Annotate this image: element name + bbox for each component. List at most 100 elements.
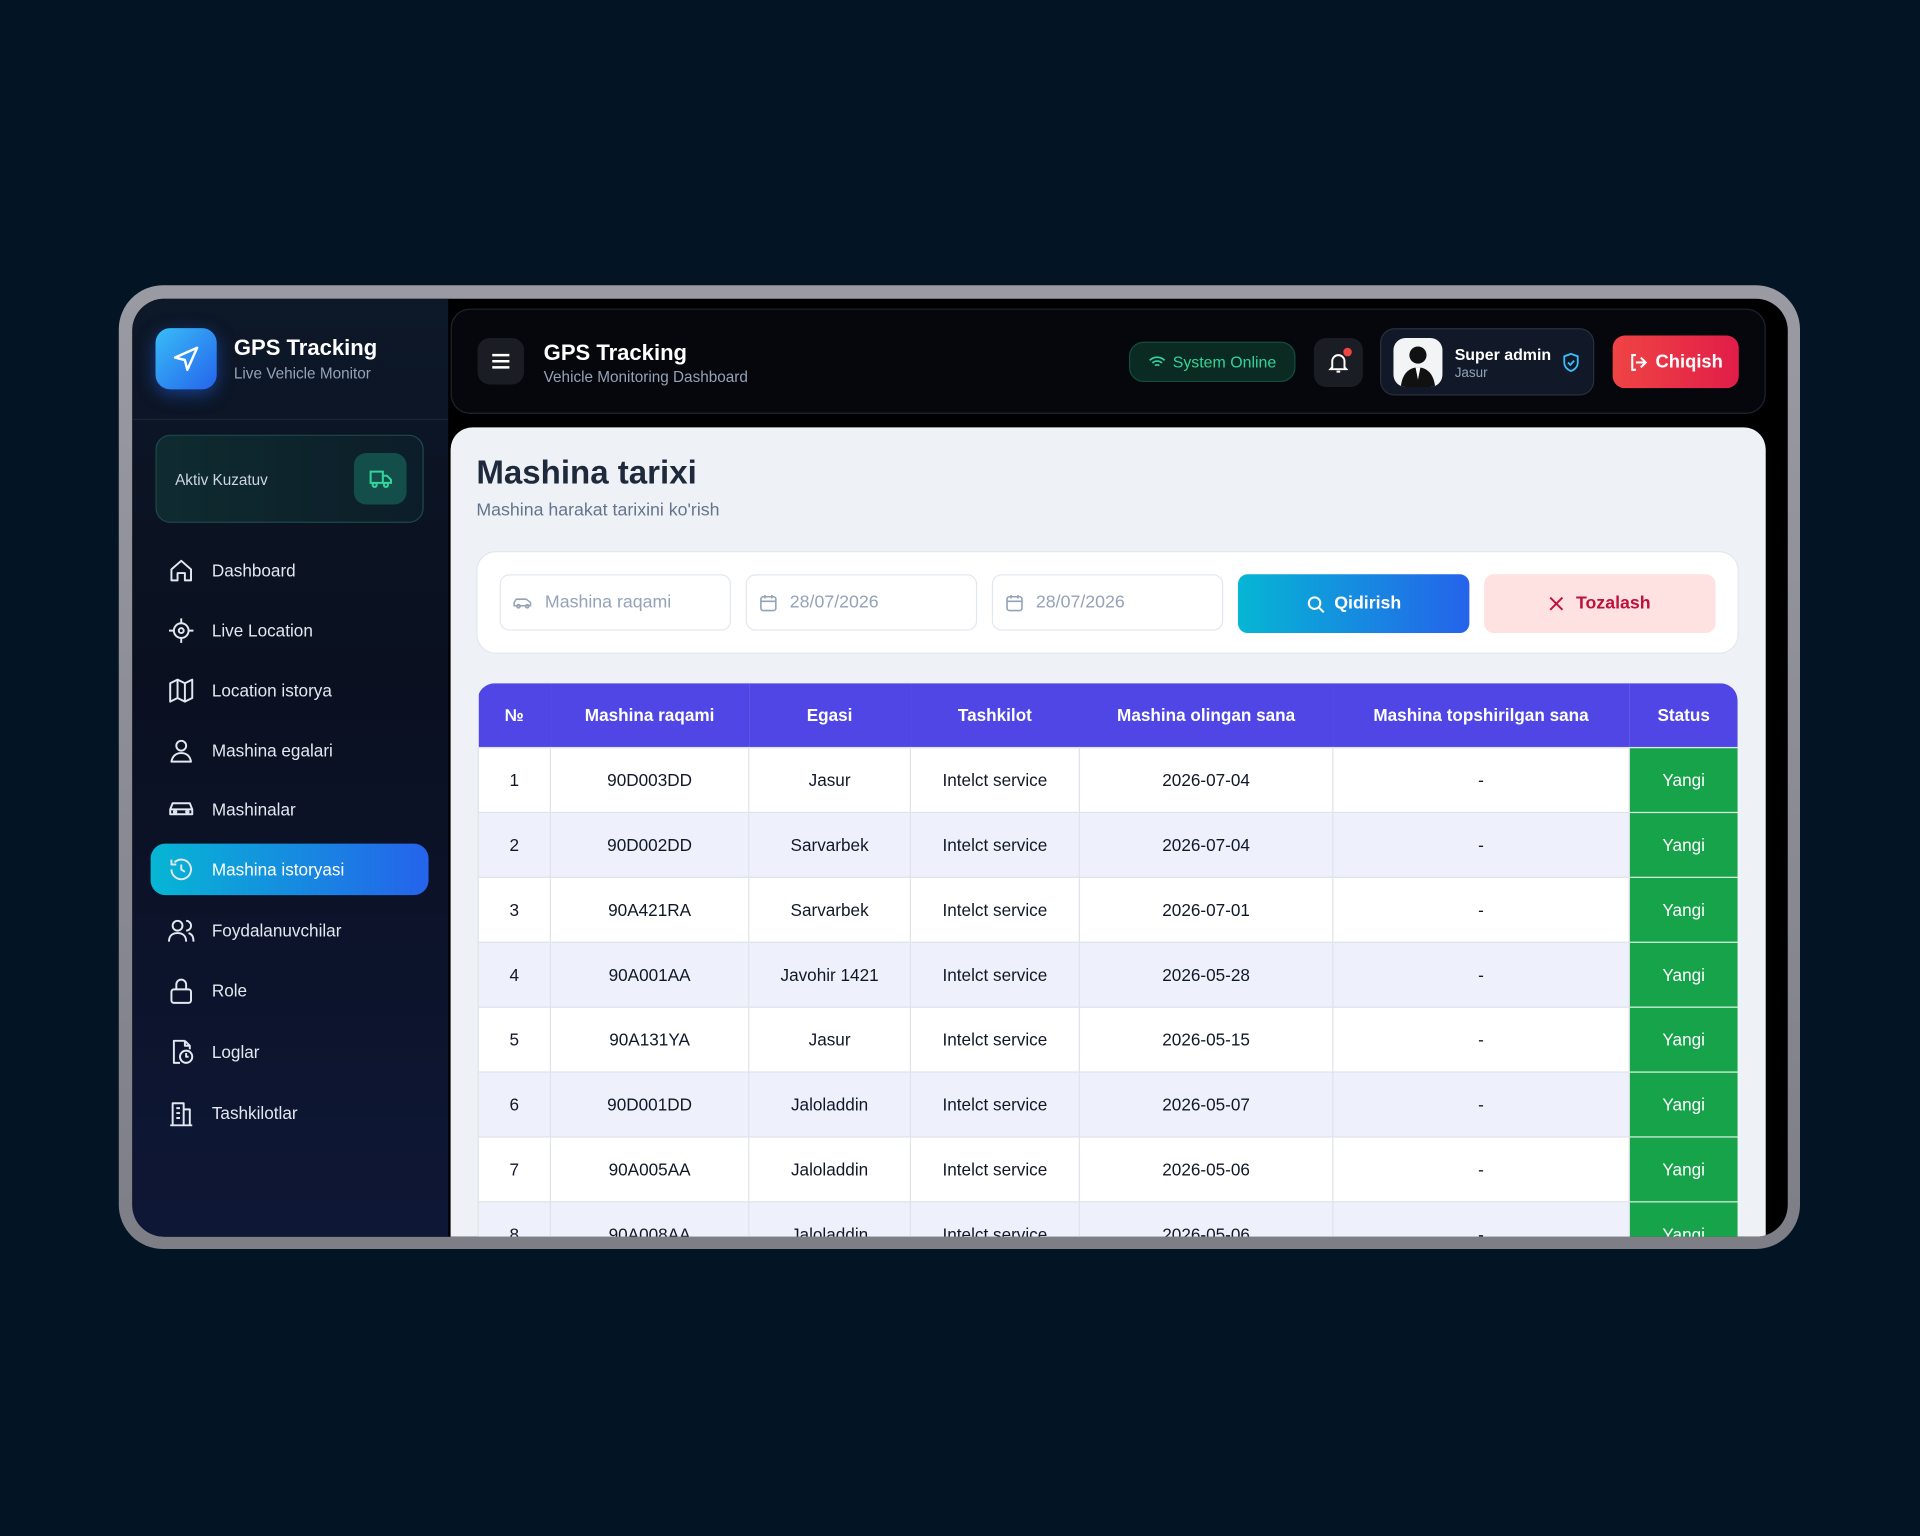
table-cell: Intelct service <box>909 941 1081 1008</box>
table-cell: 90A001AA <box>549 941 750 1008</box>
table-cell: Jaloladdin <box>748 1071 912 1138</box>
screen: GPS Tracking Live Vehicle Monitor Aktiv … <box>132 298 1788 1237</box>
history-table: № Mashina raqami Egasi Tashkilot Mashina oli… <box>477 683 1738 1237</box>
status-cell: Yangi <box>1628 1006 1738 1073</box>
table-row: 5 90A131YA Jasur Intelct service 2026-05-15-… <box>477 1006 1738 1073</box>
notifications[interactable] <box>1313 337 1363 387</box>
table-cell: Intelct service <box>909 1201 1081 1237</box>
menu-label: Role <box>211 980 248 1001</box>
logout-label: Chiqish <box>1655 351 1723 373</box>
table-row: 2 90D002DD Sarvarbek Intelct service 2026-07… <box>477 811 1738 878</box>
table-cell: Jaloladdin <box>748 1201 912 1237</box>
menu-icon <box>170 1102 193 1127</box>
search-button[interactable]: Qidirish <box>1237 574 1470 634</box>
table-cell: - <box>1332 941 1630 1008</box>
table-cell: 90D003DD <box>549 746 750 814</box>
menu-label: Live Location <box>211 620 313 641</box>
table-cell: 2026-05-07 <box>1078 1071 1334 1138</box>
menu-icon <box>168 618 194 643</box>
date-to: 28/07/2026 <box>1035 592 1125 613</box>
menu-icon <box>169 802 194 816</box>
table-body: 1 90D003DD Jasur Intelct service 2026-07-04-… <box>477 746 1738 1237</box>
content: Mashina tarixi Mashina harakat tarixini … <box>450 427 1766 1237</box>
clear-label: Tozalash <box>1575 593 1651 614</box>
page-subtitle: Mashina harakat tarixini ko'rish <box>476 500 720 521</box>
header: GPS Tracking Vehicle Monitoring Dashboar… <box>450 308 1766 414</box>
menu-item[interactable]: Mashina istoryasi <box>150 843 429 896</box>
active-card-label: Aktiv Kuzatuv <box>175 471 268 489</box>
user-login: Jasur <box>1454 366 1488 381</box>
table-row: 3 90A421RA Sarvarbek Intelct service 2026-07… <box>477 876 1738 943</box>
menu-icon <box>170 858 192 881</box>
menu-label: Tashkilotlar <box>211 1103 298 1123</box>
status-cell: Yangi <box>1628 811 1738 878</box>
plate-input[interactable]: Mashina raqami <box>499 574 732 631</box>
table-cell: 90A421RA <box>549 876 750 943</box>
table-cell: - <box>1332 746 1630 814</box>
menu-item[interactable]: Mashina egalari <box>151 725 429 776</box>
brand-icon <box>155 328 217 390</box>
status-pill: System Online <box>1128 341 1296 383</box>
menu-icon <box>170 739 193 763</box>
table-cell: 4 <box>477 941 552 1008</box>
date-to-input[interactable]: 28/07/2026 <box>991 574 1224 631</box>
menu-item[interactable]: Loglar <box>151 1026 429 1077</box>
menu-label: Location istorya <box>211 680 332 701</box>
logout-button[interactable]: Chiqish <box>1612 335 1739 389</box>
menu-item[interactable]: Location istorya <box>151 665 429 716</box>
table-cell: 3 <box>477 876 552 943</box>
table-row: 1 90D003DD Jasur Intelct service 2026-07-04-… <box>477 746 1738 814</box>
table-cell: 2026-07-04 <box>1078 746 1334 814</box>
menu-icon <box>170 559 193 582</box>
divider <box>132 418 449 421</box>
status-cell: Yangi <box>1628 876 1738 943</box>
column-header: Mashina raqami <box>550 683 749 748</box>
status-cell: Yangi <box>1628 1201 1738 1237</box>
table-cell: - <box>1332 1136 1630 1203</box>
table-cell: - <box>1332 1006 1630 1073</box>
status-text: System Online <box>1172 352 1277 372</box>
avatar <box>1393 337 1443 387</box>
truck-icon <box>353 453 407 505</box>
active-card[interactable]: Aktiv Kuzatuv <box>155 434 424 523</box>
table-cell: 2026-07-04 <box>1078 811 1334 878</box>
menu-item[interactable]: Live Location <box>151 605 429 656</box>
table-cell: Intelct service <box>909 746 1081 814</box>
table-wrap: № Mashina raqami Egasi Tashkilot Mashina oli… <box>477 683 1738 1237</box>
menu-label: Dashboard <box>211 560 296 581</box>
column-header: Status <box>1629 683 1738 748</box>
user-card[interactable]: Super admin Jasur <box>1380 328 1595 396</box>
menu-item[interactable]: Tashkilotlar <box>151 1087 429 1138</box>
table-cell: Intelct service <box>909 1136 1081 1203</box>
menu-item[interactable]: Role <box>151 965 429 1016</box>
menu-label: Mashina istoryasi <box>211 859 345 880</box>
menu-icon <box>168 919 195 942</box>
column-header: Mashina topshirilgan sana <box>1332 683 1630 748</box>
clear-button[interactable]: Tozalash <box>1484 574 1716 634</box>
column-header: Tashkilot <box>910 683 1080 748</box>
menu-toggle[interactable] <box>477 337 525 385</box>
table-cell: 7 <box>477 1136 552 1203</box>
table-cell: 90D001DD <box>549 1071 750 1138</box>
table-cell: - <box>1332 1071 1630 1138</box>
table-cell: Intelct service <box>909 811 1081 878</box>
table-cell: 1 <box>477 746 552 814</box>
status-cell: Yangi <box>1628 1071 1738 1138</box>
header-subtitle: Vehicle Monitoring Dashboard <box>543 368 748 386</box>
header-row: № Mashina raqami Egasi Tashkilot Mashina oli… <box>478 683 1738 748</box>
table-cell: 2 <box>477 811 552 878</box>
column-header: Egasi <box>748 683 911 748</box>
menu-icon <box>169 678 194 703</box>
menu-label: Mashinalar <box>211 799 296 820</box>
table-cell: - <box>1332 876 1630 943</box>
date-from-input[interactable]: 28/07/2026 <box>745 574 978 631</box>
column-header: № <box>478 683 551 748</box>
menu-item[interactable]: Dashboard <box>151 545 429 596</box>
menu-item[interactable]: Foydalanuvchilar <box>151 905 429 956</box>
sidebar: GPS Tracking Live Vehicle Monitor Aktiv … <box>132 298 449 1237</box>
table-cell: 90A005AA <box>549 1136 750 1203</box>
menu-item[interactable]: Mashinalar <box>151 784 429 835</box>
menu-label: Loglar <box>211 1042 260 1062</box>
